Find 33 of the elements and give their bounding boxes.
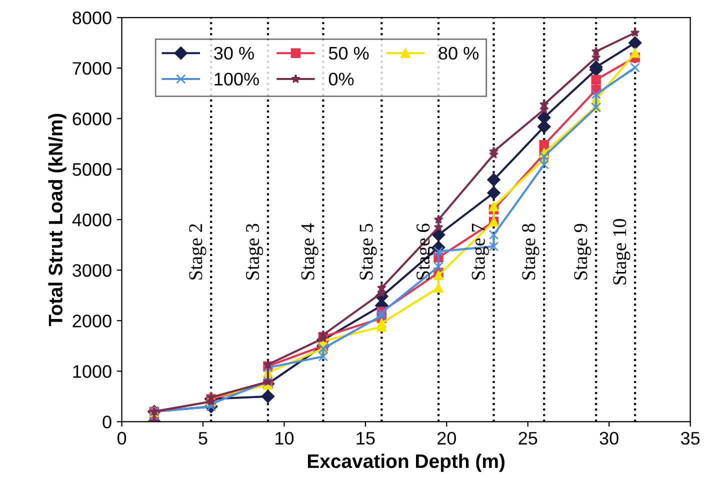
- y-tick-label: 6000: [72, 112, 112, 126]
- x-axis-title: Excavation Depth (m): [308, 454, 504, 472]
- legend-label: 0%: [328, 72, 354, 86]
- ref-line-label: Stage 3: [246, 224, 264, 280]
- ref-line-label: Stage 10: [613, 218, 630, 284]
- y-tick-label: 1000: [73, 365, 112, 378]
- legend-label: 50 %: [328, 46, 369, 60]
- y-axis-title: Total Strut Load (kN/m): [48, 114, 66, 326]
- y-tick-label: 0: [102, 416, 112, 428]
- x-tick-label: 15: [356, 432, 375, 445]
- ref-line-label: Stage 2: [189, 224, 206, 280]
- x-tick-label: 10: [276, 432, 294, 445]
- ref-line-label: Stage 6: [416, 224, 434, 280]
- legend-label: 80 %: [438, 46, 478, 60]
- y-tick-label: 2000: [72, 314, 112, 328]
- legend-label: 30 %: [214, 46, 254, 60]
- ref-line-label: Stage 7: [472, 224, 489, 280]
- ref-line-label: Stage 9: [574, 224, 592, 280]
- x-tick-label: 35: [680, 432, 700, 445]
- x-tick-label: 20: [438, 432, 456, 445]
- ref-line-label: Stage 4: [301, 223, 318, 280]
- ref-line-label: Stage 5: [360, 224, 377, 280]
- y-tick-label: 5000: [72, 163, 112, 176]
- y-tick-label: 3000: [72, 264, 112, 277]
- ref-line-label: Stage 8: [522, 224, 540, 280]
- x-tick-label: 0: [117, 432, 126, 445]
- x-tick-label: 30: [600, 432, 618, 445]
- x-tick-label: 5: [198, 432, 208, 445]
- y-tick-label: 8000: [72, 12, 112, 24]
- x-tick-label: 25: [518, 432, 538, 445]
- legend-label: 100%: [214, 72, 259, 86]
- y-tick-label: 4000: [72, 214, 112, 226]
- y-tick-label: 7000: [72, 62, 112, 75]
